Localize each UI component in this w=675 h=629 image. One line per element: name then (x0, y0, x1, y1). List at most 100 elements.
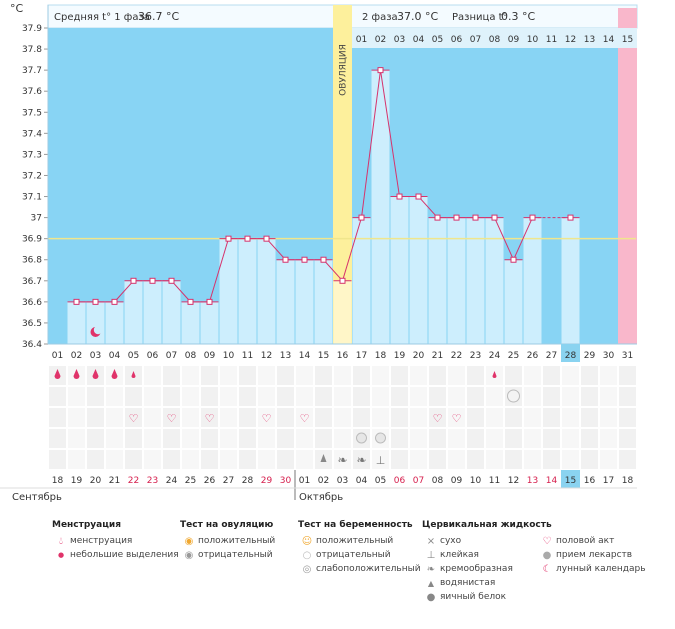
symptom-cell (429, 429, 446, 448)
symptom-cell (296, 408, 313, 427)
date-label: 24 (166, 476, 178, 486)
y-tick-label: 36.7 (22, 277, 42, 287)
symptom-cell (543, 429, 560, 448)
temperature-bar (238, 238, 257, 344)
menstruation-icon (111, 369, 118, 379)
pill-icon: ● (542, 549, 552, 561)
symptom-cell (391, 450, 408, 469)
temperature-bar (390, 196, 409, 344)
legend-item: менструация (70, 536, 133, 546)
symptom-cell (182, 429, 199, 448)
cycle-day-label: 26 (527, 351, 539, 361)
symptom-cell (353, 366, 370, 385)
date-label: 09 (451, 476, 463, 486)
y-tick-label: 37 (31, 214, 42, 224)
symptom-cell (486, 387, 503, 406)
date-label: 21 (109, 476, 120, 486)
symptom-cell (353, 408, 370, 427)
cycle-day-label: 19 (394, 351, 406, 361)
diff-value: 0.3 °C (501, 10, 535, 23)
watery-icon (320, 454, 327, 462)
symptom-cell (106, 387, 123, 406)
temperature-bar (333, 280, 352, 344)
y-tick-label: 37.3 (22, 150, 42, 160)
temperature-point (282, 256, 289, 263)
symptom-cell (429, 450, 446, 469)
symptom-cell (315, 366, 332, 385)
symptom-cell (87, 450, 104, 469)
symptom-cell (562, 387, 579, 406)
temperature-bar (219, 238, 238, 344)
date-label: 02 (318, 476, 329, 486)
symptom-cell (182, 450, 199, 469)
symptom-cell (49, 387, 66, 406)
temperature-point (168, 277, 175, 284)
egg-white-icon: ● (426, 591, 436, 603)
symptom-cell (296, 429, 313, 448)
temperature-line-segment (361, 70, 381, 218)
temperature-line-segment (171, 280, 191, 303)
phase2-day-label: 11 (546, 35, 557, 45)
ovulation-column (333, 5, 352, 344)
symptom-cell (239, 429, 256, 448)
symptom-cell (524, 387, 541, 406)
cycle-day-label: 15 (318, 351, 329, 361)
date-label: 15 (565, 476, 576, 486)
symptom-cell (277, 429, 294, 448)
y-tick-label: 37.8 (22, 45, 42, 55)
temperature-bar (485, 217, 504, 344)
y-tick-label: 36.4 (22, 340, 42, 350)
symptom-cell (315, 408, 332, 427)
symptom-cell (467, 429, 484, 448)
pregnancy-positive-icon: ☺ (301, 535, 313, 547)
temperature-point (339, 277, 346, 284)
cycle-day-label: 01 (52, 351, 63, 361)
symptom-cell (562, 366, 579, 385)
cycle-day-label: 25 (508, 351, 519, 361)
symptom-cell (429, 387, 446, 406)
cycle-day-label: 24 (489, 351, 501, 361)
symptom-cell (49, 450, 66, 469)
legend-item: прием лекарств (556, 550, 633, 560)
spotting-icon: ● (57, 551, 65, 559)
cycle-day-label: 05 (128, 351, 139, 361)
legend-item: сухо (440, 536, 462, 546)
date-label: 04 (356, 476, 368, 486)
symptom-cell (391, 408, 408, 427)
symptom-cell (182, 387, 199, 406)
temperature-bar (352, 217, 371, 344)
cycle-day-label: 02 (71, 351, 82, 361)
heart-icon: ♡ (452, 412, 462, 425)
temperature-line-segment (342, 217, 362, 281)
cycle-day-label: 09 (204, 351, 216, 361)
date-label: 23 (147, 476, 158, 486)
temperature-point (529, 214, 536, 221)
temperature-point (491, 214, 498, 221)
temperature-point (396, 193, 403, 200)
legend-title: Тест на беременность (298, 520, 413, 530)
legend-item: клейкая (440, 550, 479, 560)
phase2-day-label: 12 (565, 35, 576, 45)
symptom-cell (562, 408, 579, 427)
date-label: 03 (337, 476, 348, 486)
symptom-cell (239, 366, 256, 385)
cycle-day-label: 22 (451, 351, 462, 361)
symptom-cell (315, 387, 332, 406)
symptom-cell (296, 387, 313, 406)
cycle-day-label: 31 (622, 351, 633, 361)
temperature-bar (561, 217, 580, 344)
symptom-cell (410, 366, 427, 385)
phase2-day-label: 06 (451, 35, 463, 45)
y-tick-label: 36.9 (22, 235, 42, 245)
symptom-cell (125, 387, 142, 406)
temperature-point (263, 235, 270, 242)
symptom-cell (334, 387, 351, 406)
temperature-bar (200, 301, 219, 344)
temperature-bar (371, 70, 390, 344)
menstruation-icon (73, 369, 80, 379)
symptom-cell (49, 408, 66, 427)
symptom-cell (201, 366, 218, 385)
heart-icon: ♡ (129, 412, 139, 425)
symptom-cell (467, 408, 484, 427)
menstruation-icon: 💧︎ (59, 535, 63, 547)
